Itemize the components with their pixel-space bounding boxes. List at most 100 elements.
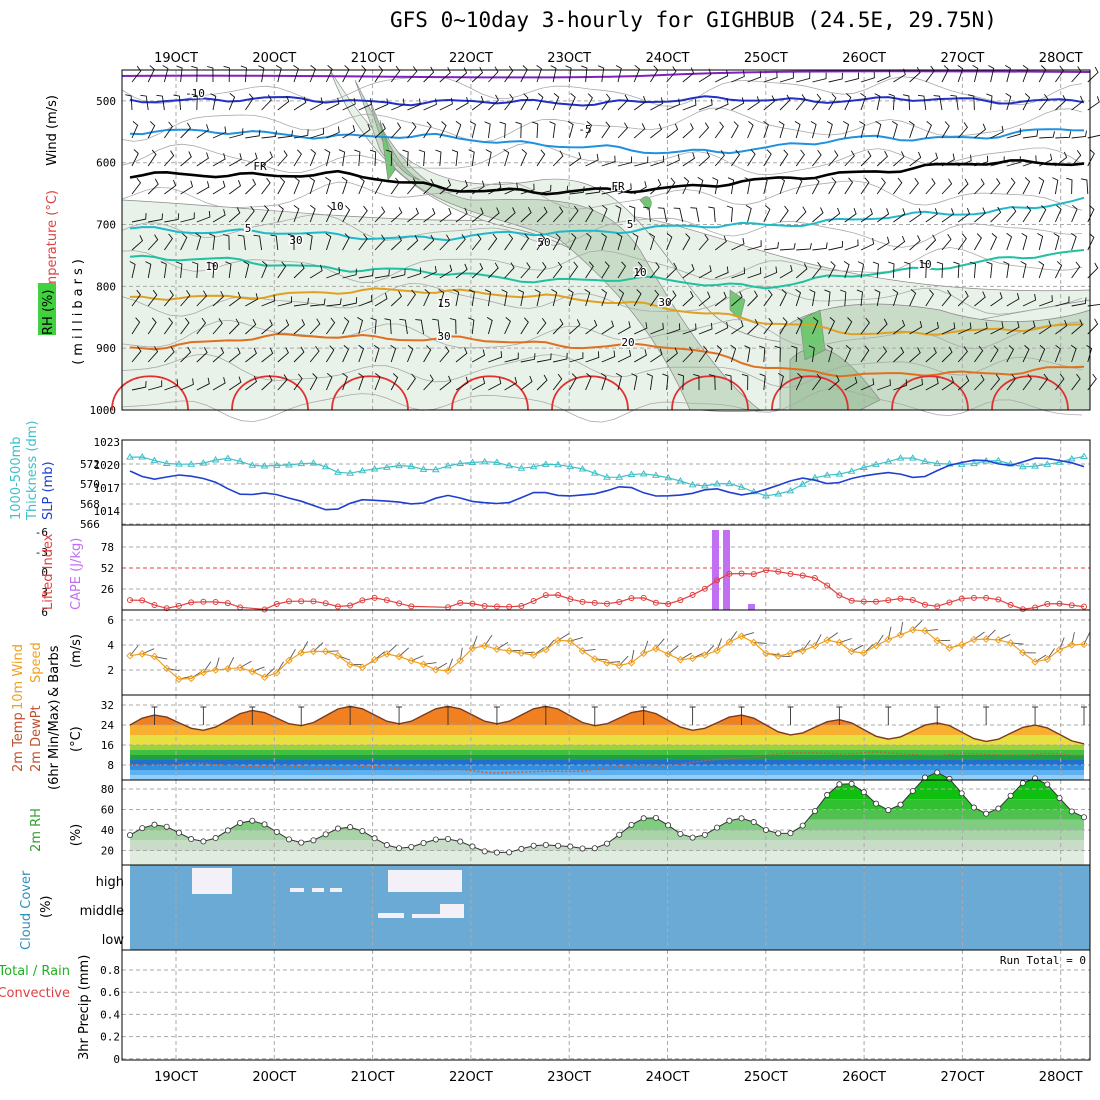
wind-barb: [423, 289, 430, 307]
li-marker: [298, 598, 305, 605]
wind-barb: [549, 121, 556, 139]
wind-barb: [180, 233, 188, 251]
wind-barb: [601, 320, 615, 335]
rh2m-marker: [885, 807, 892, 814]
wind-barb: [390, 122, 402, 139]
wind10m-marker: [224, 664, 232, 673]
wind-barb: [432, 318, 441, 335]
wind-barb: [1055, 131, 1072, 139]
li-marker: [408, 603, 415, 610]
wind-barb: [243, 261, 250, 279]
wind-barb: [1071, 233, 1077, 251]
wind-barb: [731, 97, 745, 111]
wind-barb: [536, 93, 544, 111]
wind-barb: [1003, 261, 1010, 279]
contour-label: 15: [437, 297, 450, 310]
li-marker: [175, 602, 182, 609]
li-marker: [493, 603, 500, 610]
wind10m-marker: [505, 647, 513, 655]
thickness-marker: [162, 459, 171, 467]
wind-barb: [180, 317, 190, 335]
wind-barb: [933, 95, 943, 111]
wind-barb: [245, 375, 258, 391]
wind-barb: [712, 177, 719, 195]
temp-band: [130, 770, 1084, 775]
wind-barb: [974, 345, 984, 363]
wind10m-marker: [921, 626, 929, 635]
wind-barb: [423, 66, 435, 83]
pressure-axis-label: (millibars): [71, 255, 86, 365]
wind-barb: [515, 121, 522, 139]
wind-barb: [812, 72, 827, 83]
wind-barb: [763, 266, 778, 279]
wind-barb: [874, 93, 881, 111]
wind-barb: [1022, 130, 1039, 139]
wind10m-barb: [924, 629, 938, 632]
wind-barb: [488, 207, 500, 223]
wind-barb: [812, 149, 822, 167]
wind-barb: [601, 93, 611, 111]
rh-tick: 40: [101, 824, 114, 837]
wind-barb: [1071, 319, 1083, 335]
wind-barb: [390, 234, 402, 251]
wind-barb: [747, 96, 760, 111]
thickness-marker: [762, 491, 770, 499]
wind-barb: [1052, 177, 1059, 195]
contour-label: 20: [621, 336, 634, 349]
wind-barb: [925, 377, 939, 391]
wind-barb: [860, 150, 872, 167]
wind-barb: [714, 69, 729, 83]
wind-barb: [811, 317, 819, 335]
wind-barb: [504, 352, 519, 363]
wind10m-marker: [1055, 645, 1064, 654]
wind-barb: [225, 261, 232, 279]
wind-barb: [1021, 233, 1028, 251]
wind-barb: [693, 373, 700, 390]
wind-barb: [990, 345, 999, 363]
wind10m-marker: [676, 655, 685, 664]
li-marker: [383, 597, 390, 604]
wind-barb: [650, 261, 660, 279]
rh-shading: [639, 196, 652, 211]
wind-barb: [501, 289, 508, 307]
wind-barb: [925, 234, 937, 251]
rh2m-marker: [701, 831, 708, 838]
wind-barb: [325, 372, 333, 391]
rh-shading: [354, 79, 762, 411]
wind-barb: [844, 376, 858, 391]
rh2m-marker: [665, 822, 672, 829]
wind-barb: [147, 65, 155, 83]
thickness-marker: [1080, 452, 1088, 459]
wind-barb: [763, 149, 772, 167]
wind-barb: [536, 184, 552, 195]
wind-barb: [131, 213, 147, 223]
wind-barb: [145, 261, 152, 279]
wind-barb: [698, 345, 708, 363]
precip-tick: 0.6: [100, 986, 120, 999]
minmax-bar: [347, 706, 354, 725]
wind-barb: [453, 289, 460, 307]
date-label-top: 22OCT: [449, 51, 493, 66]
rh2m-marker: [151, 821, 158, 828]
wind-barb: [342, 372, 348, 391]
wind-barb: [180, 151, 192, 167]
wind-barb: [324, 149, 331, 167]
slp-tick: 1020: [94, 459, 121, 472]
contour-label: 5: [245, 222, 252, 235]
wind-barb: [131, 346, 142, 363]
li-marker: [200, 598, 207, 605]
wind-barb: [761, 177, 768, 195]
wind-barb: [731, 291, 743, 307]
wind-barb: [941, 234, 952, 251]
li-marker: [469, 600, 476, 607]
wind-barb: [893, 379, 908, 391]
wind-barb: [468, 149, 475, 167]
wind-barb: [342, 317, 350, 335]
li-marker: [1056, 600, 1063, 607]
wind-barb: [488, 181, 502, 195]
wind-barb: [261, 94, 272, 111]
wind-barb: [1053, 233, 1060, 251]
wind-barb: [357, 317, 364, 335]
wind-barb: [455, 120, 462, 139]
wind-barb: [666, 290, 677, 307]
